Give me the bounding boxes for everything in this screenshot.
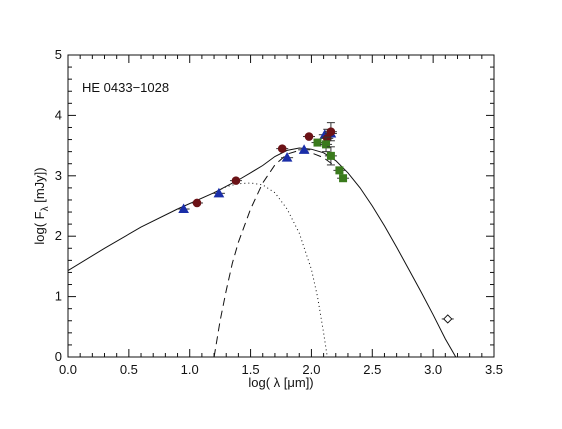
data-point-circle xyxy=(277,144,287,153)
data-point-square xyxy=(339,174,348,183)
data-point-triangle xyxy=(213,187,225,198)
model-curve-dashed xyxy=(213,149,337,357)
y-tick-label: 3 xyxy=(55,168,62,183)
data-points xyxy=(177,122,454,324)
x-axis-label: log( λ [μm]) xyxy=(248,375,313,390)
x-tick-label: 3.5 xyxy=(485,362,503,377)
model-curve-dotted xyxy=(213,182,328,357)
data-point-triangle xyxy=(281,152,293,162)
x-tick-label: 0.5 xyxy=(120,362,138,377)
data-point-triangle xyxy=(298,144,310,154)
plot-area xyxy=(68,122,457,357)
data-point-circle xyxy=(304,132,314,141)
y-axis-label: log( Fλ [mJy]) xyxy=(32,167,51,244)
chart-annotation: HE 0433−1028 xyxy=(82,80,169,95)
x-tick-label: 0.0 xyxy=(59,362,77,377)
x-tick-label: 2.5 xyxy=(363,362,381,377)
data-point-circle xyxy=(326,127,336,137)
y-tick-label: 4 xyxy=(55,107,62,122)
x-tick-label: 3.0 xyxy=(424,362,442,377)
data-point-square xyxy=(313,138,322,147)
y-tick-label: 5 xyxy=(55,47,62,62)
data-point-triangle xyxy=(178,203,189,214)
y-tick-label: 0 xyxy=(55,349,62,364)
data-point-square xyxy=(335,166,344,175)
data-point-square xyxy=(326,151,335,160)
x-tick-label: 1.0 xyxy=(181,362,199,377)
model-curves xyxy=(68,147,457,357)
axis-ticks: 0.0 0.5 1.0 1.5 2.0 2.5 3.0 3.5 0 1 2 3 4 5 xyxy=(55,47,503,377)
data-point-circle xyxy=(231,176,241,185)
plot-frame xyxy=(67,54,495,358)
x-tick-label: 1.5 xyxy=(242,362,260,377)
data-point-circle xyxy=(192,198,202,208)
x-tick-label: 2.0 xyxy=(302,362,320,377)
data-point-diamond xyxy=(443,314,453,324)
y-tick-label: 2 xyxy=(55,228,62,243)
y-tick-label: 1 xyxy=(55,289,62,304)
data-point-square xyxy=(322,140,331,149)
